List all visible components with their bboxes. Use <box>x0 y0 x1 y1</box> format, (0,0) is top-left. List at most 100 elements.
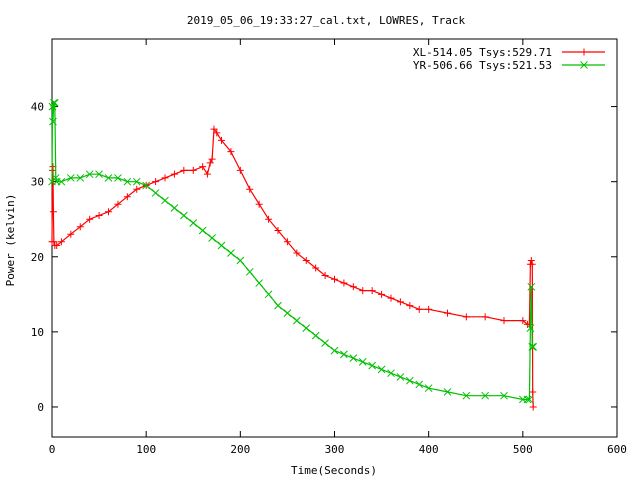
data-point <box>123 177 132 186</box>
data-point <box>527 257 535 265</box>
data-point <box>415 380 424 389</box>
data-point <box>49 208 57 216</box>
data-point <box>330 346 339 355</box>
chart-title: 2019_05_06_19:33:27_cal.txt, LOWRES, Tra… <box>187 14 466 27</box>
series-line <box>51 102 534 401</box>
data-point <box>274 301 282 310</box>
data-point <box>529 343 538 351</box>
data-point <box>387 369 395 378</box>
data-point <box>161 196 169 205</box>
data-point <box>331 275 338 283</box>
data-point <box>152 178 160 186</box>
data-point <box>526 324 535 332</box>
data-point <box>180 166 188 174</box>
data-point <box>311 331 320 340</box>
data-point <box>519 317 527 325</box>
data-point <box>227 249 235 257</box>
data-point <box>189 219 198 227</box>
data-point <box>57 238 65 246</box>
data-point <box>76 223 84 231</box>
data-point <box>349 354 358 363</box>
legend-label: YR-506.66 Tsys:521.53 <box>413 59 552 72</box>
data-point <box>57 177 66 186</box>
y-tick-label: 0 <box>37 401 44 414</box>
data-point <box>66 174 75 182</box>
data-point <box>236 256 245 265</box>
data-point <box>302 257 310 265</box>
data-point <box>377 365 386 374</box>
data-point <box>529 403 537 411</box>
data-point <box>133 185 141 193</box>
data-point <box>203 170 211 178</box>
data-point <box>236 166 244 174</box>
data-point <box>396 298 404 306</box>
data-point <box>53 242 61 250</box>
data-point <box>86 215 94 223</box>
data-point <box>525 395 534 404</box>
data-point <box>50 98 59 107</box>
data-point <box>359 287 367 295</box>
data-point <box>396 373 405 381</box>
data-point <box>292 316 301 325</box>
data-point <box>49 117 57 126</box>
data-point <box>179 211 188 220</box>
data-point <box>462 391 471 400</box>
data-point <box>161 174 169 182</box>
data-point <box>132 177 141 186</box>
data-point <box>443 388 452 396</box>
data-point <box>246 185 254 193</box>
data-point <box>523 395 532 404</box>
data-point <box>142 181 151 190</box>
data-point <box>340 350 348 359</box>
data-point <box>283 309 292 317</box>
data-point <box>265 215 273 223</box>
data-point <box>50 238 58 246</box>
data-point <box>302 324 311 332</box>
data-point <box>425 305 433 313</box>
data-point <box>67 230 75 238</box>
data-point <box>208 234 216 242</box>
data-point <box>500 391 508 400</box>
data-point <box>114 200 122 208</box>
data-point <box>218 136 225 144</box>
data-point <box>406 302 414 310</box>
data-point <box>527 282 536 291</box>
data-point <box>580 48 588 56</box>
data-point <box>368 287 376 295</box>
x-tick-label: 200 <box>230 443 250 456</box>
data-point <box>424 384 433 393</box>
data-point <box>255 279 264 287</box>
data-point <box>500 317 508 325</box>
data-point <box>529 388 537 396</box>
y-axis-label: Power (kelvin) <box>4 194 17 287</box>
data-point <box>245 267 254 276</box>
data-point <box>170 204 179 212</box>
data-point <box>528 343 537 351</box>
series-1 <box>48 125 537 411</box>
data-point <box>321 272 329 280</box>
data-point <box>105 208 112 216</box>
data-point <box>312 264 320 272</box>
data-point <box>283 238 291 246</box>
data-point <box>387 294 395 302</box>
data-point <box>198 226 207 235</box>
x-tick-label: 400 <box>419 443 439 456</box>
x-tick-label: 0 <box>49 443 56 456</box>
data-point <box>340 279 348 287</box>
y-tick-label: 40 <box>31 101 44 114</box>
x-tick-label: 300 <box>325 443 345 456</box>
data-point <box>321 339 329 347</box>
x-tick-label: 500 <box>513 443 533 456</box>
data-point <box>151 189 160 197</box>
data-point <box>95 211 103 219</box>
data-point <box>217 241 226 250</box>
data-point <box>213 129 221 137</box>
data-point <box>210 125 218 133</box>
plot-area <box>48 98 538 411</box>
data-point <box>481 313 489 321</box>
x-tick-label: 600 <box>607 443 627 456</box>
data-point <box>170 170 178 178</box>
data-point <box>50 98 58 107</box>
data-point <box>264 290 273 299</box>
